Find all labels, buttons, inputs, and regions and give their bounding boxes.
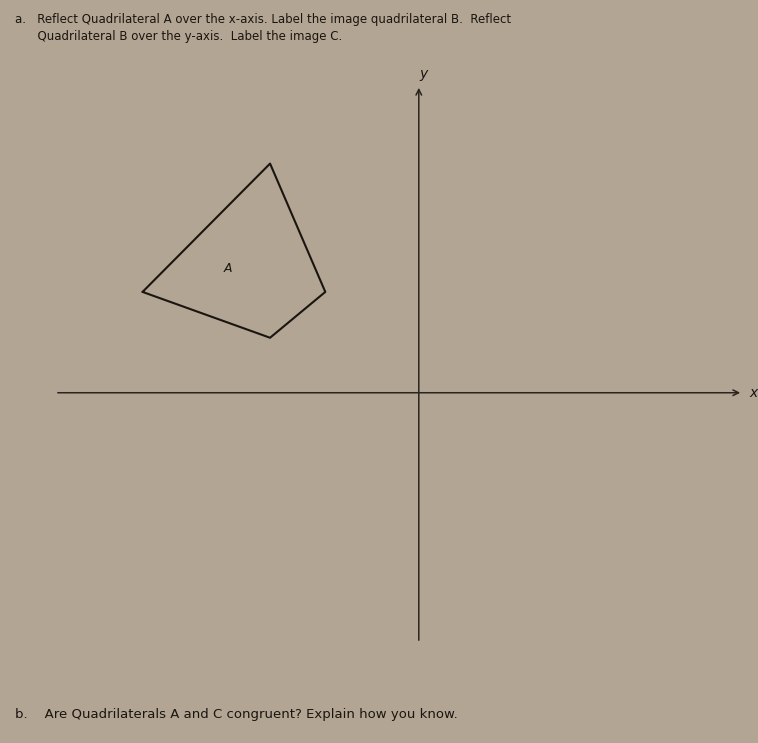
Text: x: x — [749, 386, 757, 400]
Text: b.    Are Quadrilaterals A and C congruent? Explain how you know.: b. Are Quadrilaterals A and C congruent?… — [15, 708, 458, 721]
Text: Quadrilateral B over the y-axis.  Label the image C.: Quadrilateral B over the y-axis. Label t… — [15, 30, 343, 43]
Text: A: A — [224, 262, 232, 276]
Text: y: y — [420, 67, 428, 81]
Text: a.   Reflect Quadrilateral A over the x-axis. Label the image quadrilateral B.  : a. Reflect Quadrilateral A over the x-ax… — [15, 13, 511, 26]
